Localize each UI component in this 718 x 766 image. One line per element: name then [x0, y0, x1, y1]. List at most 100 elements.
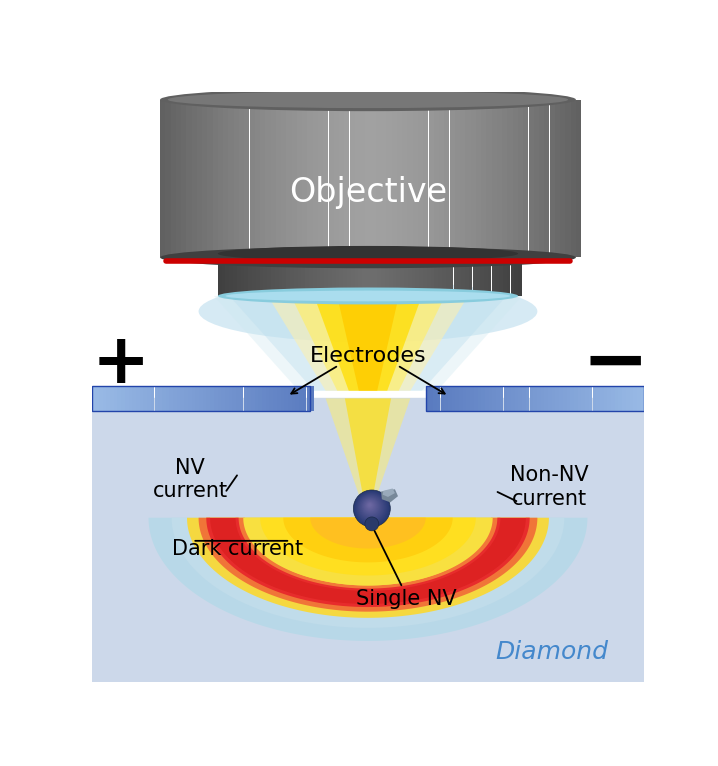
- Bar: [492, 100, 497, 257]
- Text: Non-NV
current: Non-NV current: [510, 465, 589, 509]
- Bar: [225, 254, 229, 296]
- Bar: [255, 100, 260, 257]
- Bar: [307, 100, 312, 257]
- Bar: [596, 386, 600, 411]
- Bar: [537, 386, 541, 411]
- Polygon shape: [206, 518, 530, 607]
- Polygon shape: [229, 296, 507, 391]
- Bar: [523, 100, 528, 257]
- Bar: [358, 254, 362, 296]
- Circle shape: [368, 503, 372, 507]
- Bar: [165, 100, 171, 257]
- Polygon shape: [236, 518, 500, 591]
- Bar: [488, 254, 491, 296]
- Bar: [385, 254, 389, 296]
- Bar: [539, 100, 544, 257]
- Bar: [339, 100, 344, 257]
- Bar: [355, 254, 358, 296]
- Bar: [110, 386, 113, 411]
- Bar: [518, 254, 522, 296]
- Circle shape: [362, 498, 380, 516]
- Bar: [234, 100, 239, 257]
- Bar: [408, 254, 411, 296]
- Bar: [269, 386, 273, 411]
- Bar: [340, 254, 343, 296]
- Bar: [600, 386, 604, 411]
- Bar: [229, 386, 233, 411]
- Bar: [282, 254, 286, 296]
- Polygon shape: [310, 518, 426, 548]
- Bar: [429, 386, 433, 411]
- Bar: [426, 386, 429, 411]
- Bar: [585, 386, 589, 411]
- Polygon shape: [284, 518, 452, 562]
- Bar: [264, 254, 267, 296]
- Text: NV
current: NV current: [152, 457, 228, 501]
- Bar: [499, 254, 503, 296]
- Text: Dark current: Dark current: [172, 538, 304, 558]
- Bar: [302, 254, 305, 296]
- Circle shape: [356, 493, 386, 522]
- Bar: [463, 386, 467, 411]
- Circle shape: [365, 501, 375, 510]
- Bar: [637, 386, 640, 411]
- Bar: [548, 386, 551, 411]
- Bar: [551, 386, 556, 411]
- Bar: [166, 386, 169, 411]
- Bar: [567, 386, 570, 411]
- Circle shape: [366, 502, 373, 509]
- Bar: [541, 386, 544, 411]
- Bar: [492, 254, 495, 296]
- Bar: [559, 386, 563, 411]
- Bar: [618, 386, 622, 411]
- Bar: [151, 386, 154, 411]
- Bar: [307, 386, 310, 411]
- Bar: [448, 386, 452, 411]
- Bar: [207, 386, 210, 411]
- Bar: [472, 254, 476, 296]
- Polygon shape: [243, 518, 493, 585]
- Bar: [393, 254, 396, 296]
- Bar: [218, 100, 223, 257]
- Ellipse shape: [225, 290, 510, 301]
- Bar: [633, 386, 637, 411]
- Bar: [391, 100, 397, 257]
- Bar: [508, 100, 513, 257]
- Bar: [323, 100, 328, 257]
- Bar: [355, 100, 360, 257]
- Bar: [286, 100, 292, 257]
- Bar: [267, 254, 271, 296]
- Bar: [381, 254, 385, 296]
- Bar: [589, 386, 592, 411]
- Bar: [129, 386, 132, 411]
- Bar: [313, 100, 318, 257]
- Bar: [244, 100, 249, 257]
- Bar: [378, 254, 381, 296]
- Bar: [121, 386, 125, 411]
- Bar: [221, 386, 225, 411]
- Bar: [578, 386, 582, 411]
- Circle shape: [354, 491, 389, 526]
- Bar: [240, 386, 243, 411]
- Bar: [363, 254, 366, 296]
- Bar: [351, 254, 355, 296]
- Bar: [103, 386, 106, 411]
- Bar: [423, 100, 429, 257]
- Bar: [243, 386, 247, 411]
- Bar: [493, 386, 496, 411]
- Text: Objective: Objective: [289, 175, 447, 208]
- Bar: [225, 386, 228, 411]
- Bar: [507, 254, 510, 296]
- Circle shape: [363, 499, 378, 514]
- Bar: [489, 386, 493, 411]
- Bar: [250, 100, 255, 257]
- Bar: [615, 386, 618, 411]
- Bar: [276, 100, 281, 257]
- Bar: [218, 254, 222, 296]
- Bar: [113, 386, 118, 411]
- Bar: [297, 100, 302, 257]
- Bar: [284, 386, 288, 411]
- Bar: [470, 100, 476, 257]
- Bar: [318, 100, 323, 257]
- Bar: [347, 254, 351, 296]
